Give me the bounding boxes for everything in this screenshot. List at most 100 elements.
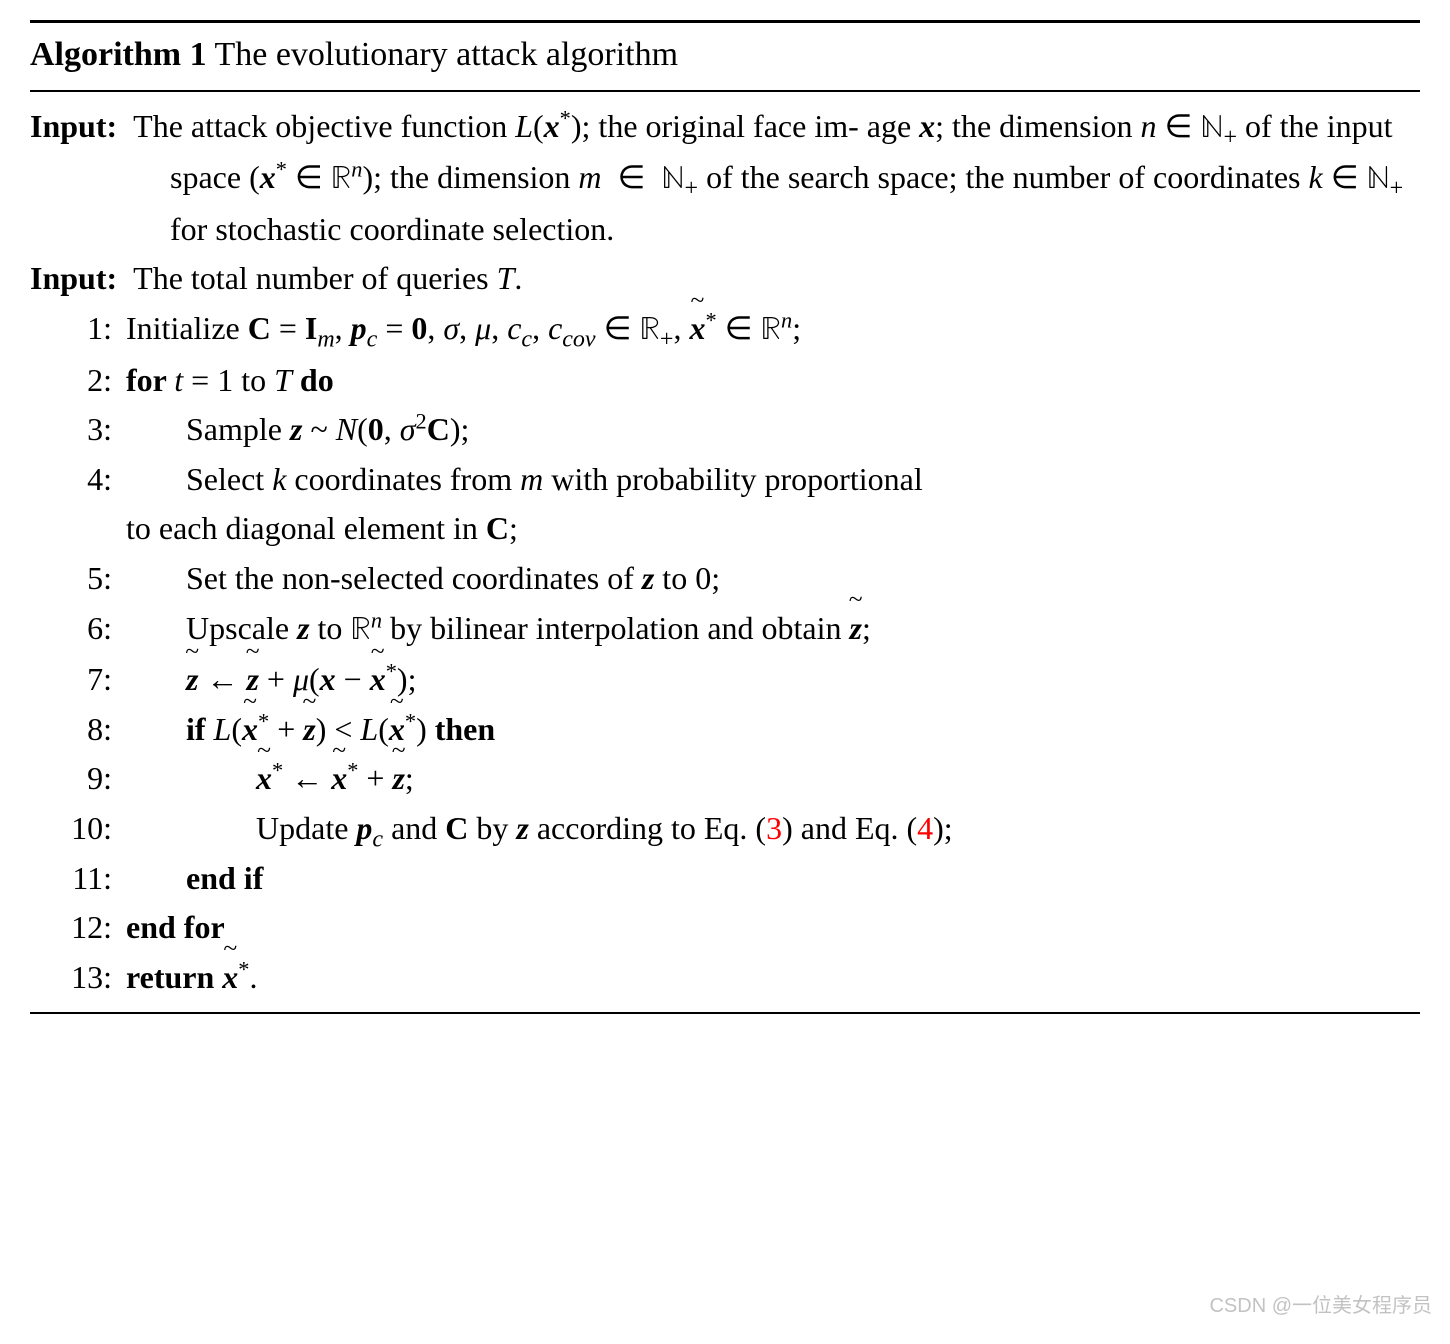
watermark: CSDN @一位美女程序员: [1209, 1291, 1432, 1322]
sym-x: x: [242, 711, 258, 747]
input-block-1: Input: The attack objective function L(x…: [30, 102, 1420, 255]
comma: ,: [532, 310, 540, 346]
sym-C: C: [445, 810, 468, 846]
sym-x: x: [260, 159, 276, 195]
step-9: 9: x* ← x* + z;: [30, 754, 1420, 804]
eq-ref-3[interactable]: 3: [766, 810, 782, 846]
comma: ,: [459, 310, 467, 346]
txt: Upscale: [186, 610, 297, 646]
star: *: [276, 157, 287, 182]
z-tilde: z: [303, 705, 315, 755]
txt: The total number of queries: [133, 260, 496, 296]
sym-n: n: [1140, 108, 1156, 144]
sub-m: m: [317, 326, 334, 352]
close: ): [450, 411, 461, 447]
step-11: 11: end if: [30, 854, 1420, 904]
txt: by bilinear interpolation and obtain: [382, 610, 849, 646]
semicolon: ;: [408, 661, 417, 697]
line-content: Sample z ~ N(0, σ2C);: [126, 405, 1420, 455]
txt: ; the original face im-: [582, 108, 859, 144]
line-number: 12:: [30, 903, 126, 953]
txt: with probability proportional: [543, 461, 923, 497]
sym-z: z: [850, 610, 862, 646]
sym-z: z: [516, 810, 528, 846]
eq-ref-4[interactable]: 4: [917, 810, 933, 846]
input-label: Input:: [30, 260, 117, 296]
semicolon: ;: [509, 510, 518, 546]
line-content: return x*.: [126, 953, 1420, 1003]
sym-R: ℝ: [331, 163, 351, 195]
txt: Sample: [186, 411, 290, 447]
txt: for stochastic coordinate selection.: [170, 211, 614, 247]
sym-Ncal: N: [336, 411, 357, 447]
sym-x: x: [544, 108, 560, 144]
step-1: 1: Initialize C = Im, pc = 0, σ, μ, cc, …: [30, 304, 1420, 356]
step-7: 7: z ← z + μ(x − x*);: [30, 655, 1420, 705]
cc: c: [507, 310, 521, 346]
sym-z: z: [290, 411, 302, 447]
leftarrow: ←: [291, 760, 323, 796]
txt: ) and Eq. (: [782, 810, 917, 846]
close: ): [416, 711, 427, 747]
step-4: 4: Select k coordinates from m with prob…: [30, 455, 1420, 505]
star: *: [347, 758, 358, 783]
star: *: [705, 307, 716, 332]
line-number: 3:: [30, 405, 126, 455]
kw-if: if: [186, 711, 214, 747]
txt: The attack objective function: [133, 108, 515, 144]
sym-z: z: [303, 711, 315, 747]
txt: ; the dimension: [935, 108, 1140, 144]
txt: Select: [186, 461, 272, 497]
sym-x: x: [370, 661, 386, 697]
sigma: σ: [443, 310, 459, 346]
sym-R: ℝ: [761, 314, 781, 346]
line-number: 9:: [30, 754, 126, 804]
sym-z: z: [642, 560, 654, 596]
x-tilde: x: [222, 953, 238, 1003]
txt: Update: [256, 810, 356, 846]
mu: μ: [475, 310, 491, 346]
sym-T: T: [497, 260, 515, 296]
sym-zero: 0: [368, 411, 384, 447]
star: *: [238, 956, 249, 981]
in: ∈: [725, 310, 753, 346]
sub-cov: cov: [562, 326, 595, 352]
txt: coordinates from: [286, 461, 520, 497]
sym-L: L: [214, 711, 232, 747]
txt: coordinates: [1153, 159, 1309, 195]
step-3: 3: Sample z ~ N(0, σ2C);: [30, 405, 1420, 455]
sym-k: k: [272, 461, 286, 497]
step-6: 6: Upscale z to ℝn by bilinear interpola…: [30, 604, 1420, 656]
txt: Set the non-selected coordinates of: [186, 560, 642, 596]
close: ): [316, 711, 327, 747]
plus: +: [685, 176, 699, 202]
sym-C: C: [486, 510, 509, 546]
sym-L: L: [360, 711, 378, 747]
sym-p: p: [356, 810, 372, 846]
txt: to: [233, 362, 274, 398]
line-number: 6:: [30, 604, 126, 654]
open: (: [231, 711, 242, 747]
line-content: Initialize C = Im, pc = 0, σ, μ, cc, cco…: [126, 304, 1420, 356]
sym-x: x: [689, 310, 705, 346]
txt: by: [468, 810, 516, 846]
step-2: 2: for t = 1 to T do: [30, 356, 1420, 406]
x-tilde: x: [370, 655, 386, 705]
txt: the dimension: [390, 159, 578, 195]
kw-then: then: [427, 711, 495, 747]
comma: ,: [673, 310, 681, 346]
plus: +: [1223, 124, 1237, 150]
kw-endif: end if: [126, 854, 1420, 904]
line-number: 7:: [30, 655, 126, 705]
xstar-tilde: x: [689, 304, 705, 354]
sym-t: t: [174, 362, 183, 398]
sym-p: p: [351, 310, 367, 346]
semicolon: ;: [711, 560, 720, 596]
line-number: 5:: [30, 554, 126, 604]
in: ∈: [618, 159, 646, 195]
z-tilde: z: [850, 604, 862, 654]
sym-k: k: [1308, 159, 1322, 195]
line-content: Update pc and C by z according to Eq. (3…: [126, 804, 1420, 854]
kw-for: for: [126, 362, 174, 398]
close: ): [571, 108, 582, 144]
